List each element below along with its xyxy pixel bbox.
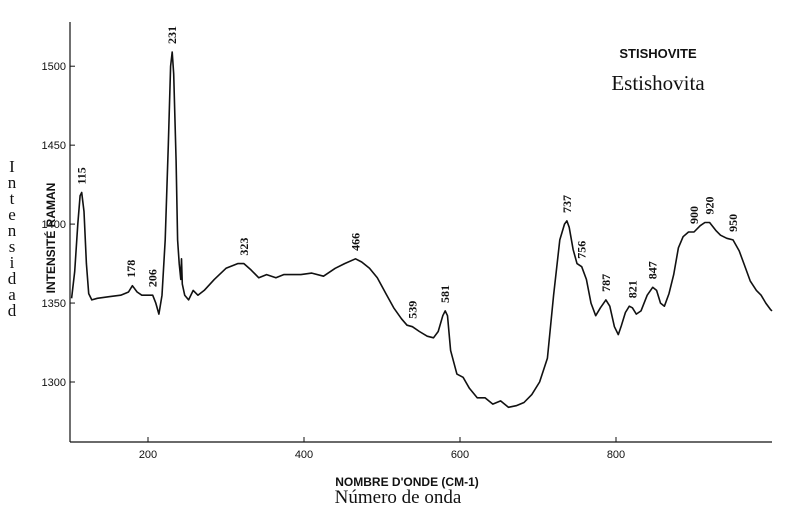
peak-label: 206 (146, 269, 160, 287)
peak-label: 581 (438, 285, 452, 303)
peak-label: 231 (165, 26, 179, 44)
y-axis-label-alt-letter: i (10, 253, 15, 272)
peak-label: 920 (703, 197, 717, 215)
x-ticks: 200 400 600 800 (139, 437, 625, 461)
peak-label: 847 (646, 261, 660, 279)
x-tick-label: 800 (607, 449, 625, 461)
peak-labels: 115 178 206 231 323 466 539 581 737 756 787 821 847 9… (75, 26, 740, 319)
plot-frame (69, 22, 772, 443)
peak-label: 539 (405, 301, 419, 319)
y-axis-label-alt-letter: n (8, 173, 17, 192)
y-ticks: 1300 1350 1400 1450 1500 (42, 61, 75, 389)
y-axis-label-alt-letter: d (8, 301, 17, 320)
x-tick-label: 600 (451, 449, 469, 461)
x-axis-label: NOMBRE D'ONDE (CM-1) (335, 475, 479, 489)
peak-label: 756 (575, 241, 589, 259)
peak-label: 900 (687, 206, 701, 224)
y-axis-label-alt-letter: s (9, 237, 16, 256)
chart-subtitle: Estishovita (611, 71, 705, 95)
peak-label: 787 (599, 274, 613, 292)
peak-label: 466 (348, 233, 362, 251)
y-axis-label-alt-letter: t (10, 189, 15, 208)
peak-label: 323 (237, 238, 251, 256)
y-tick-label: 1300 (42, 377, 66, 389)
peak-label: 950 (726, 214, 740, 232)
spectrum-line (70, 51, 773, 409)
x-axis-label-alt: Número de onda (335, 487, 462, 506)
peak-label: 178 (124, 260, 138, 278)
y-tick-label: 1350 (42, 298, 66, 310)
peak-label: 115 (75, 167, 89, 184)
x-tick-label: 200 (139, 449, 157, 461)
y-axis-label-alt-letter: d (8, 269, 17, 288)
x-tick-label: 400 (295, 449, 313, 461)
peak-label: 821 (625, 280, 639, 298)
peak-label: 737 (560, 195, 574, 213)
y-axis-label-alt-letter: a (8, 285, 16, 304)
chart-title: STISHOVITE (619, 46, 697, 61)
y-axis-label-alt-letter: n (8, 221, 17, 240)
y-tick-label: 1450 (42, 140, 66, 152)
y-axis-label-alt-letter: e (8, 205, 16, 224)
y-tick-label: 1400 (42, 219, 66, 231)
y-tick-label: 1500 (42, 61, 66, 73)
y-axis-label-alt-letter: I (9, 157, 15, 176)
y-axis-label: INTENSITÉ RAMAN (43, 183, 58, 294)
